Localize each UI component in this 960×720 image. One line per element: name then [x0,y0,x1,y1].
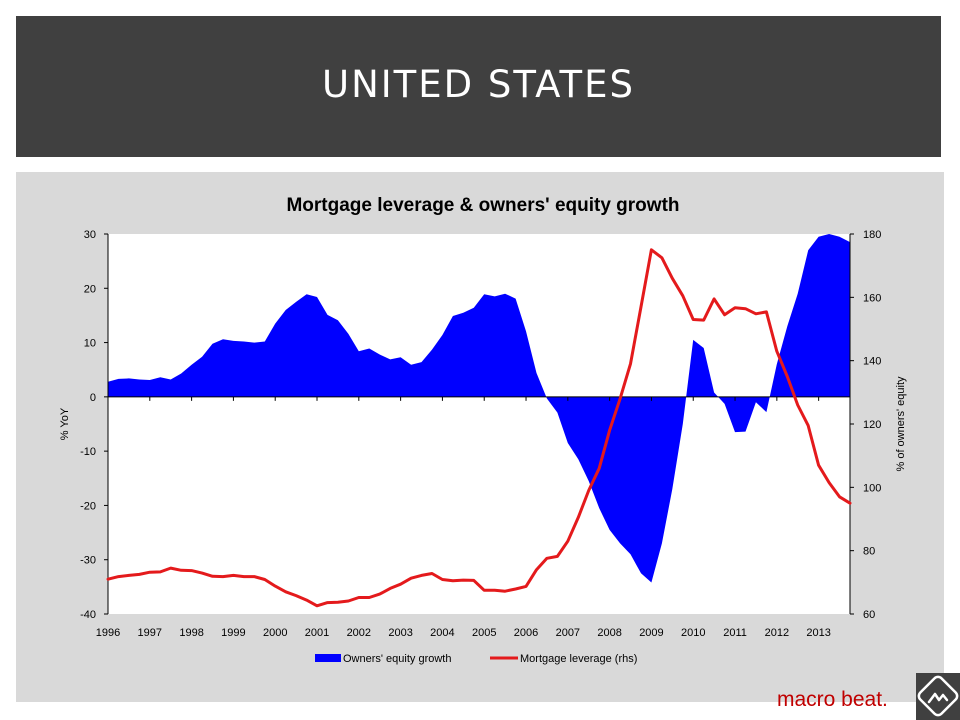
chart-panel: Mortgage leverage & owners' equity growt… [16,172,944,702]
legend-swatch-owners-equity-growth [315,654,341,662]
plot-area [108,234,850,614]
y2-tick-label: 180 [863,229,881,241]
x-tick-label: 2011 [723,627,747,639]
y-tick-label: -40 [80,609,96,621]
slide-title: UNITED STATES [321,63,636,106]
x-tick-label: 1998 [179,627,203,639]
y2-tick-label: 140 [863,356,881,368]
x-tick-label: 1996 [96,627,120,639]
x-tick-label: 2007 [556,627,580,639]
chart-title: Mortgage leverage & owners' equity growt… [286,195,679,216]
x-tick-label: 2009 [639,627,663,639]
y2-tick-label: 100 [863,482,881,494]
y2-axis-title: % of owners' equity [895,376,907,472]
y-axis-title: % YoY [59,407,71,440]
y-tick-label: -10 [80,446,96,458]
x-tick-label: 2010 [681,627,705,639]
x-tick-label: 1997 [138,627,162,639]
y-tick-label: -30 [80,555,96,567]
series-line-mortgage-leverage [106,248,852,608]
y2-tick-label: 60 [863,609,875,621]
chart: Mortgage leverage & owners' equity growt… [59,195,907,665]
x-tick-label: 2008 [597,627,621,639]
y-tick-label: -20 [80,500,96,512]
x-tick-label: 2013 [806,627,830,639]
y-tick-label: 20 [84,283,96,295]
brand-name: macro beat. [777,688,888,711]
x-tick-label: 2001 [305,627,329,639]
x-tick-label: 2003 [388,627,412,639]
y-tick-label: 0 [90,392,96,404]
x-tick-label: 2004 [430,627,454,639]
legend-label-mortgage-leverage: Mortgage leverage (rhs) [520,653,637,665]
x-tick-label: 2002 [347,627,371,639]
y2-tick-label: 160 [863,292,881,304]
x-tick-label: 2005 [472,627,496,639]
y-tick-label: 30 [84,229,96,241]
macro-beat-logo-icon [916,673,960,720]
x-tick-label: 2006 [514,627,538,639]
slide-title-bar: UNITED STATES [16,16,941,157]
x-tick-label: 2000 [263,627,287,639]
x-tick-label: 1999 [221,627,245,639]
legend-label-owners-equity-growth: Owners' equity growth [343,653,451,665]
series-area-owners-equity-growth [108,234,850,583]
x-tick-label: 2012 [765,627,789,639]
y2-tick-label: 80 [863,546,875,558]
y-tick-label: 10 [84,338,96,350]
y2-tick-label: 120 [863,419,881,431]
